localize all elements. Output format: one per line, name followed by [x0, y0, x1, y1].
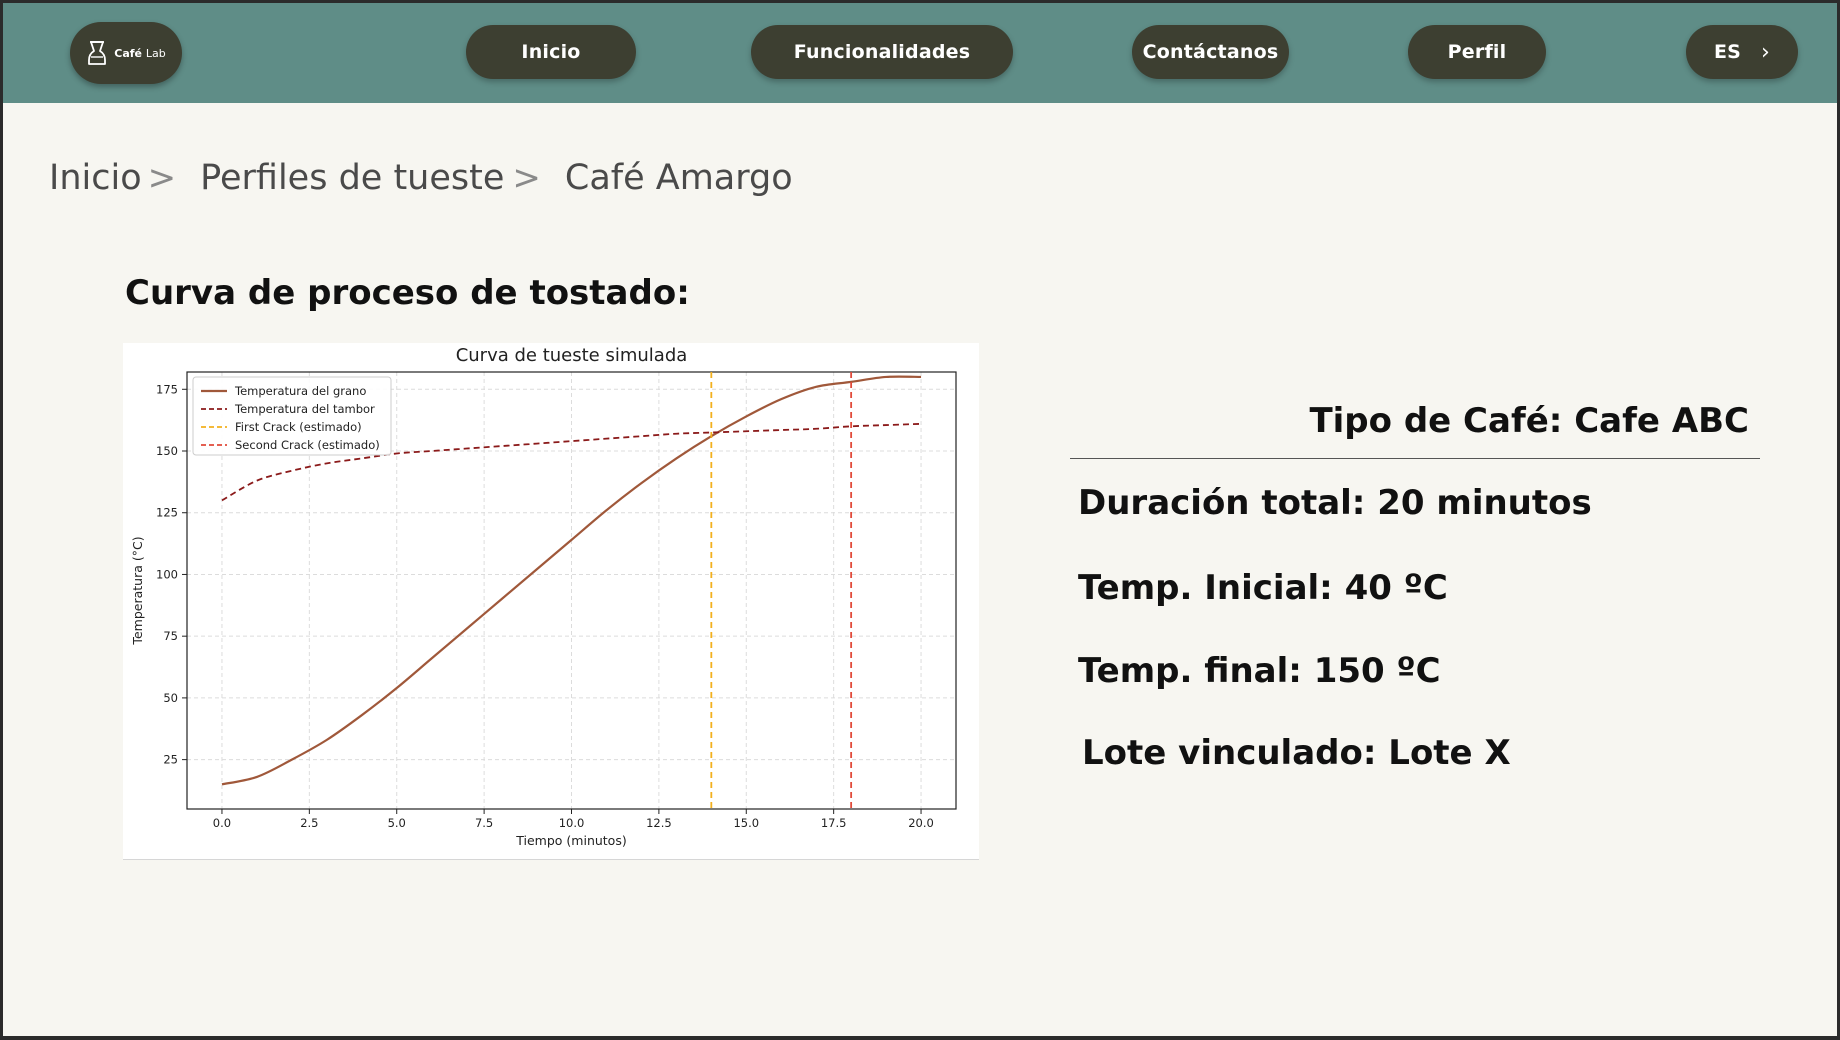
y-tick-label: 100	[156, 567, 178, 581]
nav-funcionalidades-button[interactable]: Funcionalidades	[751, 25, 1013, 79]
info-divider	[1070, 458, 1760, 459]
x-tick-label: 17.5	[821, 816, 847, 830]
y-tick-label: 75	[163, 629, 178, 643]
legend-label: Temperatura del grano	[234, 384, 366, 398]
legend-box	[192, 376, 392, 456]
chart-divider	[123, 859, 979, 860]
nav-contactanos-label: Contáctanos	[1142, 41, 1279, 63]
x-tick-label: 7.5	[475, 816, 493, 830]
chart-svg: 0.0 2.5 5.0 7.5 10.0 12.5 15.0 17.5 20.0 25 50 75 10…	[130, 345, 957, 848]
y-tick-label: 125	[156, 506, 178, 520]
roast-curve-chart: 0.0 2.5 5.0 7.5 10.0 12.5 15.0 17.5 20.0 25 50 75 10…	[123, 343, 979, 859]
initial-temperature: Temp. Inicial: 40 ºC	[1078, 568, 1448, 608]
legend-label: Temperatura del tambor	[234, 402, 375, 416]
breadcrumb-current: Café Amargo	[564, 158, 793, 198]
y-tick-label: 175	[156, 382, 178, 396]
logo-text: Café Lab	[114, 46, 166, 60]
nav-funcionalidades-label: Funcionalidades	[793, 41, 971, 63]
logo-button[interactable]: Café Lab	[70, 22, 182, 84]
linked-batch: Lote vinculado: Lote X	[1082, 733, 1511, 773]
language-selector[interactable]: ES ›	[1686, 25, 1798, 79]
chevron-right-icon: ›	[1761, 39, 1771, 65]
final-temperature: Temp. final: 150 ºC	[1078, 651, 1441, 691]
series-line-1	[221, 422, 922, 502]
y-axis-label: Temperatura (°C)	[130, 536, 145, 645]
x-tick-label: 12.5	[646, 816, 672, 830]
chart-title: Curva de tueste simulada	[456, 345, 688, 366]
nav-perfil-button[interactable]: Perfil	[1408, 25, 1546, 79]
coffee-type: Tipo de Café: Cafe ABC	[1309, 401, 1749, 441]
x-tick-label: 5.0	[388, 816, 406, 830]
x-tick-label: 15.0	[733, 816, 759, 830]
y-tick-label: 50	[163, 691, 178, 705]
nav-contactanos-button[interactable]: Contáctanos	[1132, 25, 1289, 79]
breadcrumb-separator-icon: >	[512, 158, 541, 198]
x-tick-label: 20.0	[908, 816, 934, 830]
y-tick-label: 150	[156, 444, 178, 458]
breadcrumb: Inicio > Perfiles de tueste > Café Amarg…	[49, 153, 793, 203]
coffee-brewer-icon	[88, 41, 107, 65]
x-tick-label: 2.5	[300, 816, 318, 830]
language-label: ES	[1713, 41, 1742, 63]
page: Café Lab Inicio Funcionalidades Contácta…	[3, 3, 1837, 1036]
breadcrumb-perfiles[interactable]: Perfiles de tueste	[200, 158, 505, 198]
x-axis-label: Tiempo (minutos)	[515, 833, 626, 848]
legend-label: First Crack (estimado)	[235, 420, 362, 434]
nav-inicio-label: Inicio	[521, 41, 581, 63]
total-duration: Duración total: 20 minutos	[1078, 483, 1592, 523]
x-tick-label: 10.0	[559, 816, 585, 830]
x-tick-label: 0.0	[213, 816, 231, 830]
top-navigation-bar: Café Lab Inicio Funcionalidades Contácta…	[3, 3, 1837, 103]
section-title: Curva de proceso de tostado:	[125, 273, 690, 313]
nav-inicio-button[interactable]: Inicio	[466, 25, 636, 79]
nav-perfil-label: Perfil	[1447, 41, 1507, 63]
breadcrumb-inicio[interactable]: Inicio	[49, 158, 142, 198]
series-line-0	[221, 375, 922, 786]
breadcrumb-separator-icon: >	[147, 158, 177, 198]
y-tick-label: 25	[163, 753, 178, 767]
legend-label: Second Crack (estimado)	[235, 438, 380, 452]
